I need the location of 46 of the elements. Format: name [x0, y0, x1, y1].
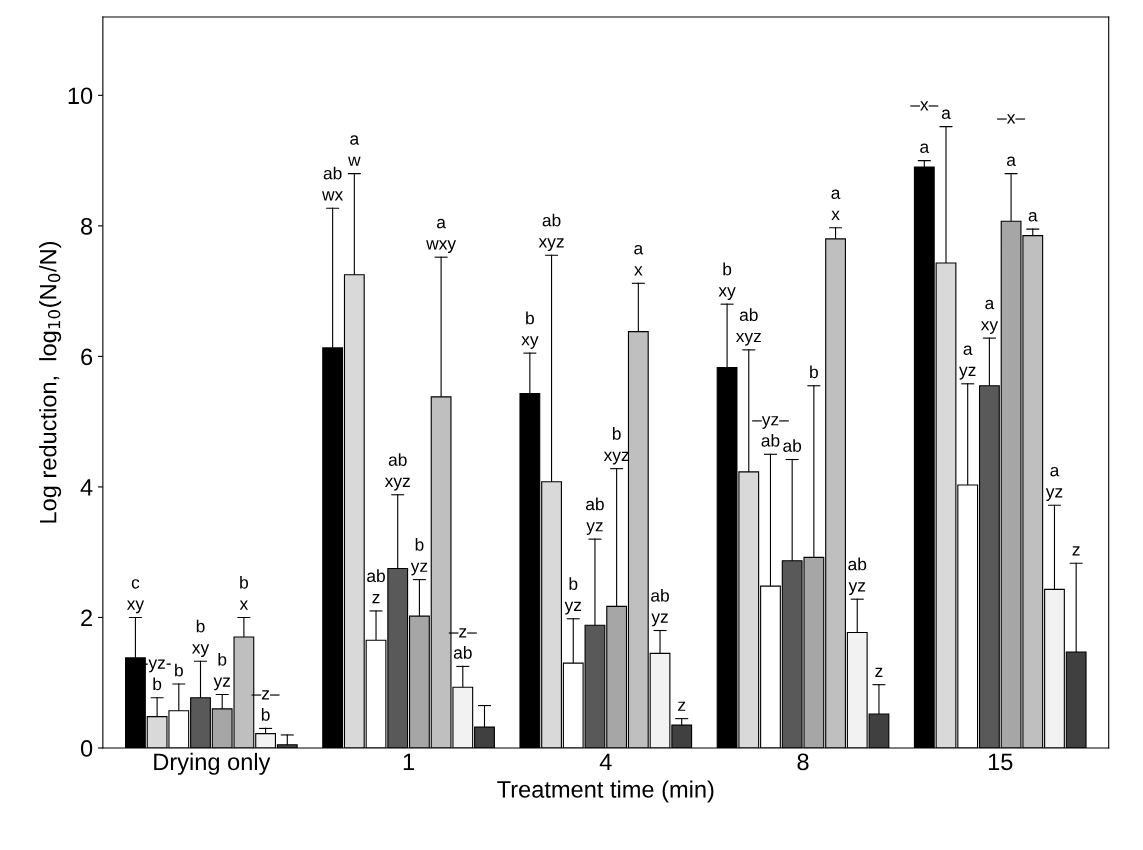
annotation: b xy — [718, 262, 736, 301]
x-tick-label: 8 — [797, 753, 809, 771]
text: –x– a — [997, 114, 1026, 167]
annotation: a yz — [959, 345, 976, 380]
annotation: b — [175, 663, 183, 677]
annotation: ab yz — [651, 588, 669, 627]
annotation: a wxy — [426, 218, 457, 254]
annotation: ab yz — [586, 497, 604, 535]
annotation: b yz — [213, 652, 231, 691]
y-tick-label: 2 — [81, 609, 92, 627]
x-tick-label: 15 — [988, 753, 1013, 771]
annotation: b x — [239, 575, 249, 610]
annotation: b yz — [564, 577, 582, 615]
annotation: c xy — [126, 579, 145, 614]
annotation: a xy — [980, 299, 999, 334]
annotation: a x — [634, 244, 644, 276]
annotation: b xy — [192, 619, 210, 658]
annotation: z — [678, 701, 686, 711]
annotation: ab wx — [322, 166, 344, 201]
annotation: a — [1028, 212, 1038, 222]
y-tick-label: 4 — [80, 479, 93, 496]
annotation: b xy — [521, 311, 539, 349]
annotation: b — [810, 365, 818, 379]
annotation: a — [941, 109, 951, 120]
annotation: z — [875, 667, 883, 677]
x-tick-label: 4 — [599, 753, 612, 770]
x-tick-label: Drying only — [154, 752, 271, 775]
y-tick-label: 6 — [81, 348, 93, 366]
text: –x– a — [910, 101, 939, 153]
x-axis-title: Treatment time (min) — [497, 780, 714, 803]
annotation: a w — [348, 135, 361, 166]
x-tick-label: 1 — [403, 753, 414, 770]
annotation: ab z — [367, 569, 385, 604]
y-tick-label: 0 — [80, 740, 93, 757]
annotation: b xyz — [603, 427, 629, 465]
annotation: ab xyz — [735, 308, 761, 346]
annotation: a x — [831, 189, 841, 221]
y-tick-label: 8 — [81, 217, 93, 235]
annotation: z — [1072, 546, 1080, 556]
annotation: ab xyz — [538, 213, 564, 252]
annotation: ab yz — [848, 557, 867, 596]
y-tick-label: 10 — [68, 87, 93, 105]
annotation: ab xyz — [384, 453, 410, 491]
annotation: a yz — [1045, 466, 1063, 502]
annotation: b yz — [410, 538, 428, 576]
y-axis-title: Log reduction, log$_{10}$(N$_{0}$/N) — [39, 242, 62, 523]
